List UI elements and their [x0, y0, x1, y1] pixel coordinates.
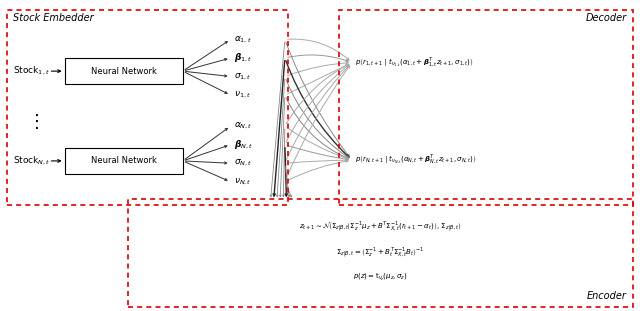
Text: Stock Embedder: Stock Embedder [13, 13, 94, 23]
Text: $\Sigma_{z|B,t}=\left(\Sigma_z^{-1}+B_t^T\Sigma_{X,t}^{-1}B_t\right)^{-1}$: $\Sigma_{z|B,t}=\left(\Sigma_z^{-1}+B_t^… [337, 246, 425, 260]
Text: Stock$_{N,t}$: Stock$_{N,t}$ [13, 155, 51, 167]
Text: $\sigma_{1,t}$: $\sigma_{1,t}$ [234, 72, 252, 82]
Text: $\sigma_{N,t}$: $\sigma_{N,t}$ [234, 158, 252, 168]
FancyBboxPatch shape [65, 58, 182, 84]
Text: $\vdots$: $\vdots$ [27, 112, 38, 131]
Text: $\boldsymbol{\beta}_{N,t}$: $\boldsymbol{\beta}_{N,t}$ [234, 138, 253, 151]
Text: $z_{t+1}\sim\mathcal{N}\!\left(\Sigma_{z|B,t}\!\left(\Sigma_z^{-1}\mu_z+B^T\Sigm: $z_{t+1}\sim\mathcal{N}\!\left(\Sigma_{z… [300, 220, 462, 234]
Text: $\nu_{1,t}$: $\nu_{1,t}$ [234, 90, 251, 100]
Text: $p\left(r_{1,t+1}\mid t_{\nu_{1,t}}(\alpha_{1,t}+\boldsymbol{\beta}_{1,t}^T z_{t: $p\left(r_{1,t+1}\mid t_{\nu_{1,t}}(\alp… [355, 55, 474, 70]
Text: Stock$_{1,t}$: Stock$_{1,t}$ [13, 65, 51, 77]
Text: $\boldsymbol{\beta}_{1,t}$: $\boldsymbol{\beta}_{1,t}$ [234, 52, 252, 64]
Text: Decoder: Decoder [586, 13, 627, 23]
Text: $p(z)=\mathrm{t}_{\nu_z}(\mu_z,\sigma_z)$: $p(z)=\mathrm{t}_{\nu_z}(\mu_z,\sigma_z)… [353, 272, 408, 283]
Text: $\alpha_{N,t}$: $\alpha_{N,t}$ [234, 121, 252, 131]
Text: $\alpha_{1,t}$: $\alpha_{1,t}$ [234, 34, 252, 44]
FancyBboxPatch shape [65, 148, 182, 174]
Text: Neural Network: Neural Network [91, 156, 157, 165]
Text: Encoder: Encoder [587, 291, 627, 301]
Text: $\nu_{N,t}$: $\nu_{N,t}$ [234, 177, 252, 187]
Text: Neural Network: Neural Network [91, 67, 157, 76]
Text: $p\left(r_{N,t+1}\mid t_{\nu_{N,t}}(\alpha_{N,t}+\boldsymbol{\beta}_{N,t}^T z_{t: $p\left(r_{N,t+1}\mid t_{\nu_{N,t}}(\alp… [355, 153, 476, 167]
